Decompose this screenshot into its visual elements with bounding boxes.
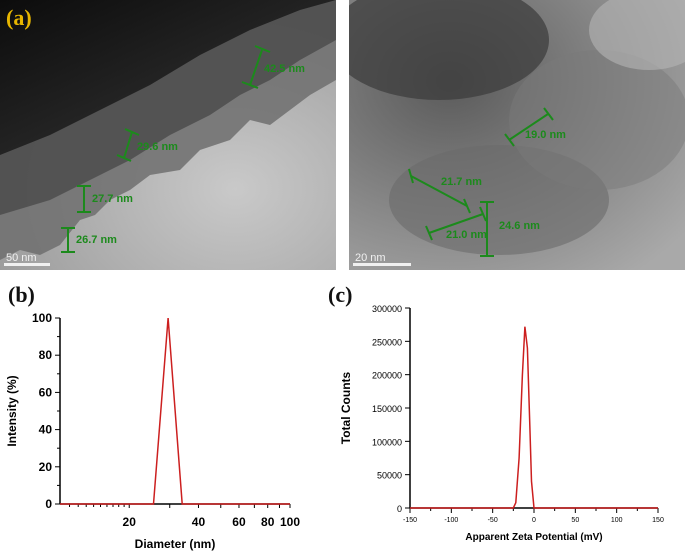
measure-label-right-4: 24.6 nm xyxy=(499,220,540,232)
measure-label-left-4: 26.7 nm xyxy=(76,234,117,246)
tem-image-left-graphic: 42.5 nm 29.6 nm 27.7 nm 26.7 nm 50 nm xyxy=(0,0,336,270)
series-line-counts xyxy=(410,326,658,509)
y-axis-label: Total Counts xyxy=(339,371,353,444)
measure-markers-right xyxy=(408,107,554,257)
x-tick-label: -150 xyxy=(403,517,417,524)
measure-label-left-1: 42.5 nm xyxy=(264,63,305,75)
tem-image-left: 42.5 nm 29.6 nm 27.7 nm 26.7 nm 50 nm xyxy=(0,0,336,270)
measure-label-right-2: 21.7 nm xyxy=(441,176,482,188)
measure-markers-left xyxy=(61,45,271,253)
y-tick-label: 60 xyxy=(39,385,53,399)
y-tick-label: 20 xyxy=(39,460,53,474)
x-axis-label: Apparent Zeta Potential (mV) xyxy=(465,532,602,543)
x-tick-label: 60 xyxy=(232,515,246,529)
scale-bar-label-left: 50 nm xyxy=(6,252,37,264)
x-tick-label: 100 xyxy=(611,517,623,524)
x-tick-label: 40 xyxy=(192,515,206,529)
chart-zeta-potential: 0 50000 100000 150000 200000 250000 300000 -150… xyxy=(339,304,664,543)
measure-label-right-3: 21.0 nm xyxy=(446,229,487,241)
y-tick-label: 0 xyxy=(397,504,402,514)
x-tick-label: 0 xyxy=(532,517,536,524)
y-tick-label: 80 xyxy=(39,348,53,362)
series-line-intensity xyxy=(60,317,290,505)
y-tick-label: 200000 xyxy=(372,371,402,381)
tem-image-right-graphic: 19.0 nm 21.7 nm 21.0 nm 24.6 nm 20 nm xyxy=(349,0,685,270)
panel-label-b: (b) xyxy=(8,282,35,307)
measure-label-left-2: 29.6 nm xyxy=(137,141,178,153)
measure-label-left-3: 27.7 nm xyxy=(92,193,133,205)
x-tick-label: 150 xyxy=(652,517,664,524)
y-tick-label: 40 xyxy=(39,423,53,437)
x-tick-label: -100 xyxy=(444,517,458,524)
y-tick-label: 50000 xyxy=(377,471,402,481)
chart-dls-size: 0 20 40 60 80 100 20 40 60 80 100 Diameter (nm) In… xyxy=(5,311,300,551)
y-axis-label: Intensity (%) xyxy=(5,375,19,446)
y-tick-label: 0 xyxy=(45,497,52,511)
panel-label-a: (a) xyxy=(6,5,32,30)
y-tick-label: 250000 xyxy=(372,337,402,347)
y-tick-label: 300000 xyxy=(372,304,402,314)
y-tick-label: 100000 xyxy=(372,437,402,447)
x-axis-label: Diameter (nm) xyxy=(135,537,216,551)
x-tick-label: -50 xyxy=(488,517,498,524)
x-tick-label: 100 xyxy=(280,515,300,529)
scale-bar-left xyxy=(4,263,50,266)
x-tick-label: 80 xyxy=(261,515,275,529)
scale-bar-label-right: 20 nm xyxy=(355,252,386,264)
tem-image-right: 19.0 nm 21.7 nm 21.0 nm 24.6 nm 20 nm xyxy=(349,0,685,270)
x-tick-label: 20 xyxy=(123,515,137,529)
panel-label-c: (c) xyxy=(328,282,353,307)
x-tick-label: 50 xyxy=(571,517,579,524)
y-tick-label: 100 xyxy=(32,311,52,325)
y-tick-label: 150000 xyxy=(372,404,402,414)
scale-bar-right xyxy=(353,263,411,266)
measure-label-right-1: 19.0 nm xyxy=(525,129,566,141)
